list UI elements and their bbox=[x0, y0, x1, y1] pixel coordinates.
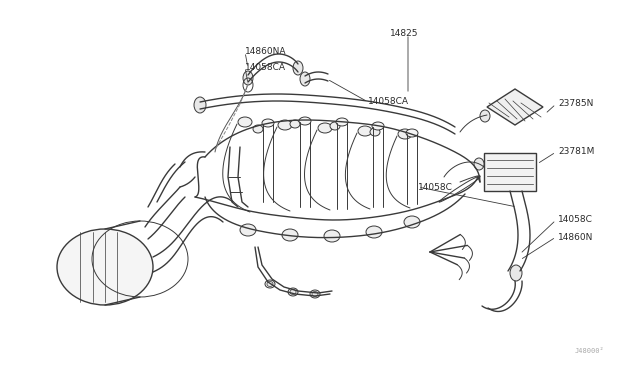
Ellipse shape bbox=[358, 126, 372, 136]
Ellipse shape bbox=[288, 288, 298, 296]
Ellipse shape bbox=[406, 129, 418, 137]
Ellipse shape bbox=[366, 226, 382, 238]
Text: 14058CA: 14058CA bbox=[368, 97, 409, 106]
Ellipse shape bbox=[57, 229, 153, 305]
Ellipse shape bbox=[293, 61, 303, 75]
Text: 14825: 14825 bbox=[390, 29, 419, 38]
Ellipse shape bbox=[398, 129, 412, 139]
Ellipse shape bbox=[299, 117, 311, 125]
Ellipse shape bbox=[336, 118, 348, 126]
Ellipse shape bbox=[253, 125, 263, 133]
Text: 14058C: 14058C bbox=[418, 183, 453, 192]
Ellipse shape bbox=[330, 122, 340, 130]
Ellipse shape bbox=[510, 265, 522, 281]
Text: 14860NA: 14860NA bbox=[245, 48, 287, 57]
Ellipse shape bbox=[372, 122, 384, 130]
Polygon shape bbox=[487, 89, 543, 125]
Text: 14058C: 14058C bbox=[558, 215, 593, 224]
Ellipse shape bbox=[240, 224, 256, 236]
Ellipse shape bbox=[300, 72, 310, 86]
Text: 23785N: 23785N bbox=[558, 99, 593, 109]
Text: 23781M: 23781M bbox=[558, 148, 595, 157]
Ellipse shape bbox=[265, 280, 275, 288]
Ellipse shape bbox=[310, 290, 320, 298]
Ellipse shape bbox=[324, 230, 340, 242]
Ellipse shape bbox=[370, 128, 380, 136]
Text: J48000²: J48000² bbox=[575, 348, 605, 354]
Ellipse shape bbox=[474, 158, 484, 170]
Ellipse shape bbox=[290, 120, 300, 128]
Text: 14860N: 14860N bbox=[558, 232, 593, 241]
Ellipse shape bbox=[480, 110, 490, 122]
Ellipse shape bbox=[282, 229, 298, 241]
Ellipse shape bbox=[238, 117, 252, 127]
Ellipse shape bbox=[194, 97, 206, 113]
Ellipse shape bbox=[318, 123, 332, 133]
Ellipse shape bbox=[404, 216, 420, 228]
Ellipse shape bbox=[243, 71, 253, 85]
Text: 14058CA: 14058CA bbox=[245, 62, 286, 71]
Ellipse shape bbox=[262, 119, 274, 127]
FancyBboxPatch shape bbox=[484, 153, 536, 191]
Ellipse shape bbox=[278, 120, 292, 130]
